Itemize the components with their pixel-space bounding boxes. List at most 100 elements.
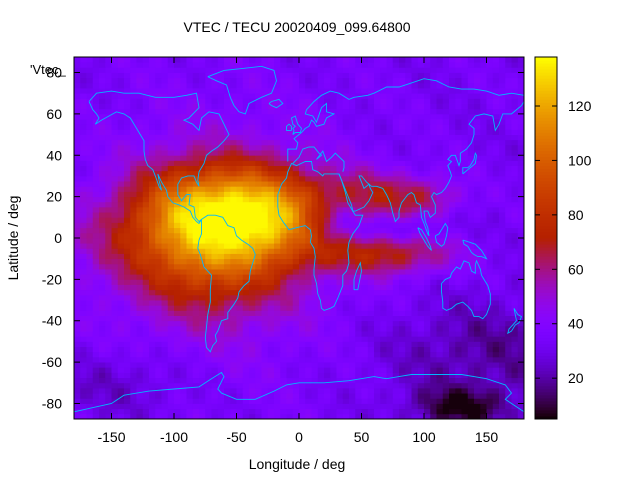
heatmap-cell (217, 72, 225, 79)
heatmap-cell (117, 336, 125, 342)
heatmap-cell (505, 62, 512, 68)
heatmap-cell (242, 170, 250, 177)
heatmap-cell (374, 253, 381, 260)
heatmap-cell (167, 139, 175, 146)
heatmap-cell (80, 341, 87, 347)
heatmap-cell (392, 331, 400, 337)
heatmap-cell (192, 72, 200, 79)
heatmap-cell (505, 238, 512, 244)
heatmap-cell (386, 232, 394, 239)
heatmap-cell (461, 300, 469, 306)
heatmap-cell (517, 393, 525, 399)
heatmap-cell (255, 212, 262, 218)
heatmap-cell (155, 367, 162, 373)
heatmap-cell (117, 362, 125, 368)
heatmap-cell (261, 217, 269, 223)
heatmap-cell (236, 269, 244, 275)
heatmap-cell (155, 289, 162, 296)
heatmap-cell (149, 289, 156, 296)
heatmap-cell (349, 413, 356, 420)
heatmap-cell (455, 191, 462, 198)
heatmap-cell (349, 398, 356, 404)
heatmap-cell (430, 108, 437, 115)
heatmap-cell (155, 222, 162, 229)
heatmap-cell (167, 258, 175, 265)
heatmap-cell (286, 119, 294, 125)
heatmap-cell (399, 72, 406, 79)
heatmap-cell (74, 331, 81, 337)
heatmap-cell (292, 186, 300, 192)
heatmap-cell (80, 258, 87, 265)
heatmap-cell (330, 325, 337, 332)
heatmap-cell (505, 243, 512, 249)
heatmap-cell (224, 124, 231, 130)
heatmap-cell (386, 139, 394, 146)
heatmap-cell (442, 217, 450, 223)
heatmap-cell (517, 274, 525, 280)
heatmap-cell (467, 367, 475, 373)
heatmap-cell (92, 336, 100, 342)
heatmap-cell (355, 238, 362, 244)
heatmap-cell (249, 191, 256, 198)
heatmap-cell (367, 351, 375, 358)
heatmap-cell (261, 129, 269, 135)
heatmap-cell (342, 310, 350, 316)
heatmap-cell (386, 269, 394, 275)
heatmap-cell (217, 144, 225, 151)
heatmap-cell (124, 62, 131, 68)
heatmap-cell (411, 144, 419, 151)
heatmap-cell (336, 263, 344, 270)
heatmap-cell (461, 227, 469, 234)
heatmap-cell (86, 134, 94, 141)
heatmap-cell (367, 294, 375, 301)
heatmap-cell (361, 367, 369, 373)
heatmap-cell (505, 362, 512, 368)
heatmap-cell (417, 258, 425, 265)
heatmap-cell (255, 289, 262, 296)
heatmap-cell (149, 336, 156, 342)
heatmap-cell (442, 263, 450, 270)
heatmap-cell (86, 191, 94, 198)
heatmap-cell (80, 382, 87, 389)
heatmap-cell (374, 351, 381, 358)
heatmap-cell (74, 72, 81, 79)
heatmap-cell (86, 124, 94, 130)
heatmap-cell (155, 393, 162, 399)
heatmap-cell (274, 88, 281, 94)
heatmap-cell (180, 186, 187, 192)
heatmap-cell (117, 398, 125, 404)
heatmap-cell (136, 217, 144, 223)
heatmap-cell (330, 289, 337, 296)
heatmap-cell (142, 57, 150, 63)
heatmap-cell (99, 57, 106, 63)
heatmap-cell (367, 181, 375, 187)
heatmap-cell (186, 119, 194, 125)
heatmap-cell (292, 372, 300, 379)
heatmap-cell (411, 310, 419, 316)
heatmap-cell (380, 206, 387, 213)
heatmap-cell (486, 331, 494, 337)
heatmap-cell (324, 108, 331, 115)
heatmap-cell (80, 331, 87, 337)
heatmap-cell (436, 232, 444, 239)
heatmap-cell (161, 284, 169, 291)
heatmap-cell (330, 93, 337, 99)
heatmap-cell (442, 243, 450, 249)
heatmap-cell (386, 300, 394, 306)
heatmap-cell (174, 341, 181, 347)
heatmap-cell (186, 181, 194, 187)
heatmap-cell (211, 93, 219, 99)
heatmap-cell (305, 206, 312, 213)
heatmap-cell (455, 196, 462, 203)
heatmap-cell (99, 398, 106, 404)
heatmap-cell (374, 191, 381, 198)
heatmap-cell (336, 393, 344, 399)
heatmap-cell (117, 346, 125, 353)
heatmap-cell (205, 160, 212, 166)
heatmap-cell (336, 238, 344, 244)
heatmap-cell (455, 269, 462, 275)
heatmap-cell (211, 310, 219, 316)
heatmap-cell (142, 155, 150, 161)
heatmap-cell (230, 413, 237, 420)
heatmap-cell (380, 160, 387, 166)
